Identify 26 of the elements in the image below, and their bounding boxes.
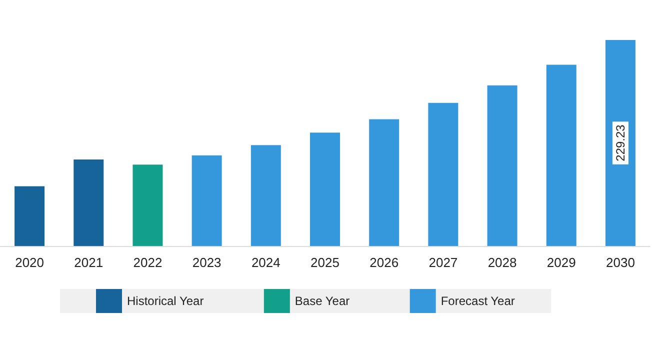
bar (546, 64, 576, 246)
bar (310, 132, 340, 246)
bar (250, 145, 281, 246)
bar (14, 186, 45, 246)
bar (132, 164, 163, 246)
x-tick-label: 2025 (310, 255, 340, 270)
bar (74, 159, 104, 246)
bar (487, 85, 518, 246)
x-tick-label: 2030 (606, 255, 635, 270)
data-label: 229.23 (613, 124, 628, 162)
bar (605, 40, 636, 246)
x-tick-label: 2021 (74, 255, 104, 270)
legend-label: Historical Year (127, 294, 204, 308)
x-tick-label: 2024 (251, 255, 280, 270)
x-tick-label: 2023 (192, 255, 222, 270)
x-tick-label: 2027 (428, 255, 458, 270)
x-tick-label: 2020 (15, 255, 44, 270)
bar (192, 155, 222, 246)
legend-label: Forecast Year (440, 294, 515, 308)
bar (428, 102, 458, 246)
legend-label: Base Year (294, 294, 350, 308)
bar (369, 119, 400, 246)
x-tick-label: 2026 (370, 255, 399, 270)
x-tick-label: 2028 (488, 255, 517, 270)
x-tick-label: 2029 (546, 255, 576, 270)
x-tick-label: 2022 (133, 255, 162, 270)
